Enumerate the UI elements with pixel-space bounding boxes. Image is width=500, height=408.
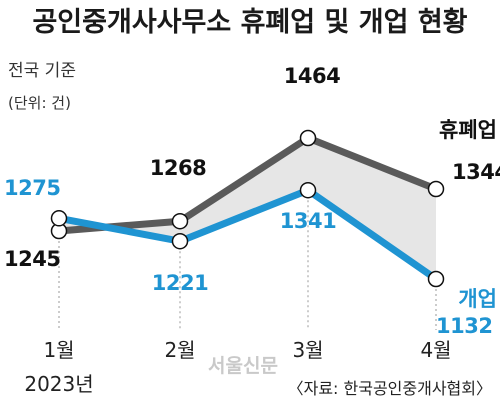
series-line-closure bbox=[55, 134, 440, 235]
x-tick-3: 3월 bbox=[292, 338, 323, 362]
value-label-opening-1: 1275 bbox=[4, 176, 60, 200]
x-tick-4: 4월 bbox=[420, 338, 451, 362]
chart-title: 공인중개사사무소 휴폐업 및 개업 현황 bbox=[32, 7, 467, 38]
x-tick-labels: 1월 2월 3월 4월 bbox=[43, 338, 451, 362]
series-name-closure: 휴폐업 bbox=[439, 118, 497, 142]
series-line-opening bbox=[55, 186, 440, 283]
x-year-label: 2023년 bbox=[24, 372, 93, 396]
x-tick-2: 2월 bbox=[164, 338, 195, 362]
series-lines bbox=[55, 134, 440, 283]
point-opening-4 bbox=[427, 270, 445, 288]
point-opening-1 bbox=[50, 210, 68, 227]
unit-label: (단위: 건) bbox=[8, 94, 71, 112]
point-opening-3 bbox=[299, 181, 317, 199]
watermark-logo: 서울신문 bbox=[208, 355, 278, 377]
series-points bbox=[50, 129, 445, 288]
point-closure-4 bbox=[427, 180, 445, 198]
value-label-closure-4: 1344 bbox=[452, 160, 500, 184]
source-note: 〈자료: 한국공인중개사협회〉 bbox=[288, 379, 492, 398]
value-label-closure-1: 1245 bbox=[4, 247, 60, 271]
point-closure-2 bbox=[171, 212, 189, 230]
value-label-closure-3: 1464 bbox=[284, 64, 340, 88]
value-label-opening-3: 1341 bbox=[280, 209, 336, 233]
x-guides bbox=[58, 200, 437, 330]
area-between-series bbox=[59, 138, 436, 279]
value-label-opening-2: 1221 bbox=[152, 271, 208, 295]
value-label-opening-4: 1132 bbox=[436, 314, 492, 338]
data-labels: 1245 1268 1464 1344 1275 1221 1341 1132 bbox=[4, 64, 500, 338]
point-opening-2 bbox=[171, 232, 189, 250]
chart-subtitle: 전국 기준 bbox=[8, 61, 76, 81]
series-name-opening: 개업 bbox=[458, 287, 497, 311]
value-label-closure-2: 1268 bbox=[150, 156, 206, 180]
point-closure-3 bbox=[299, 129, 317, 147]
x-tick-1: 1월 bbox=[43, 338, 74, 362]
